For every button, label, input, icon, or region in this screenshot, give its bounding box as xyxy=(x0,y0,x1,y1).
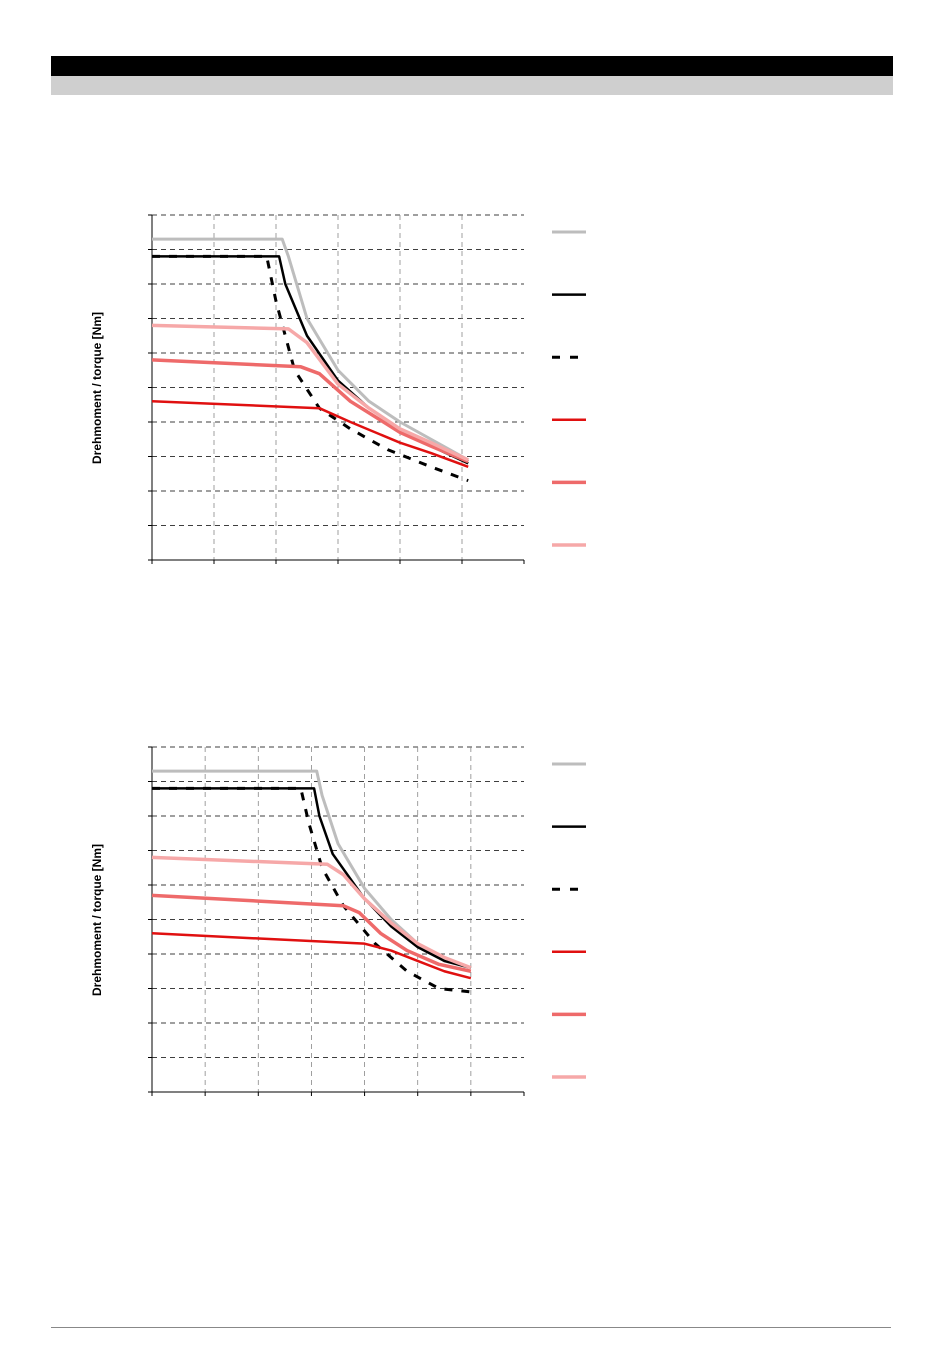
chart-2 xyxy=(148,746,586,1096)
series-line-4 xyxy=(151,932,472,980)
series-line-3 xyxy=(152,786,472,994)
header-black-bar xyxy=(51,56,893,76)
header-gray-bar xyxy=(51,76,893,95)
series-line-5 xyxy=(151,893,472,973)
footer-rule xyxy=(51,1327,891,1328)
series-line-6 xyxy=(151,855,472,970)
series-line-4 xyxy=(151,400,469,469)
series-line-5 xyxy=(151,358,469,464)
series-line-6 xyxy=(151,323,469,462)
series-line-1 xyxy=(152,237,469,462)
chart-1 xyxy=(148,214,586,564)
